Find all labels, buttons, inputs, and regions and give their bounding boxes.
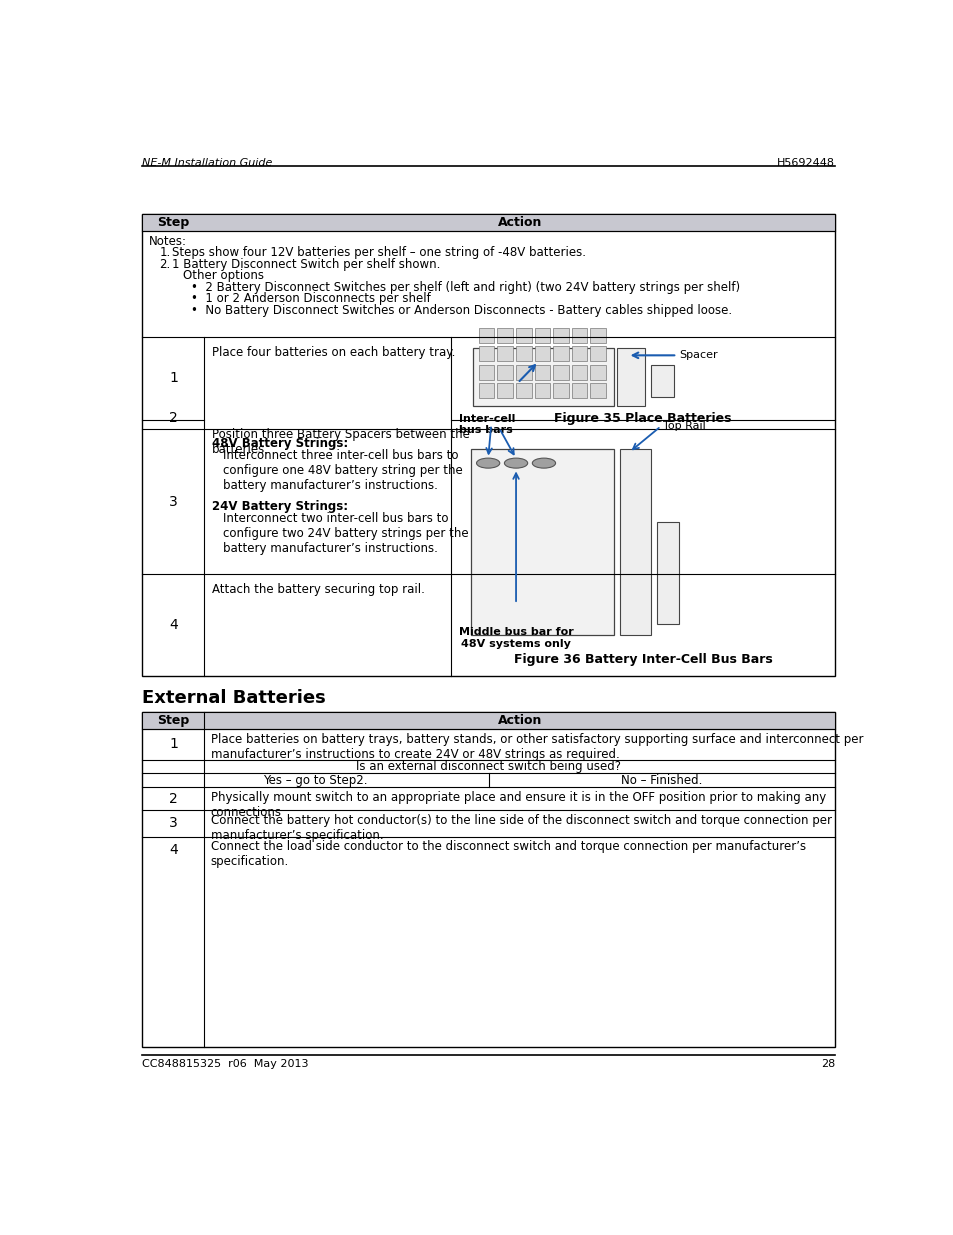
Text: 1: 1	[169, 372, 178, 385]
Text: 48V Battery Strings:: 48V Battery Strings:	[212, 437, 348, 450]
Text: Other options: Other options	[183, 269, 264, 282]
Text: Attach the battery securing top rail.: Attach the battery securing top rail.	[212, 583, 425, 597]
Text: Figure 36 Battery Inter-Cell Bus Bars: Figure 36 Battery Inter-Cell Bus Bars	[514, 652, 772, 666]
Bar	[516, 346, 531, 362]
Bar	[553, 327, 568, 343]
Text: 1.: 1.	[159, 246, 171, 259]
Bar	[590, 346, 605, 362]
Text: •  No Battery Disconnect Switches or Anderson Disconnects - Battery cables shipp: • No Battery Disconnect Switches or Ande…	[191, 304, 731, 316]
Bar	[619, 450, 650, 635]
Text: External Batteries: External Batteries	[142, 689, 326, 706]
Bar	[590, 327, 605, 343]
Bar	[534, 364, 550, 380]
Bar	[590, 383, 605, 399]
Text: 2.: 2.	[159, 258, 171, 270]
Text: Notes:: Notes:	[149, 235, 187, 248]
Text: 1: 1	[169, 737, 178, 751]
Text: 24V Battery Strings:: 24V Battery Strings:	[212, 500, 348, 513]
Bar	[516, 327, 531, 343]
Text: Connect the load side conductor to the disconnect switch and torque connection p: Connect the load side conductor to the d…	[211, 841, 805, 868]
Text: Figure 35 Place Batteries: Figure 35 Place Batteries	[554, 411, 731, 425]
Text: 1 Battery Disconnect Switch per shelf shown.: 1 Battery Disconnect Switch per shelf sh…	[172, 258, 440, 270]
Bar	[497, 383, 513, 399]
Text: •  1 or 2 Anderson Disconnects per shelf: • 1 or 2 Anderson Disconnects per shelf	[191, 293, 430, 305]
Bar	[478, 383, 494, 399]
Bar	[571, 383, 587, 399]
Text: 2: 2	[169, 411, 177, 426]
Bar	[553, 364, 568, 380]
Bar	[650, 364, 674, 396]
Bar	[571, 364, 587, 380]
Text: Inter-cell
bus bars: Inter-cell bus bars	[458, 414, 515, 436]
Text: Step: Step	[157, 216, 190, 228]
Text: Middle bus bar for
48V systems only: Middle bus bar for 48V systems only	[458, 627, 573, 648]
Text: Is an external disconnect switch being used?: Is an external disconnect switch being u…	[356, 760, 620, 773]
Bar	[497, 327, 513, 343]
Text: 4: 4	[169, 619, 177, 632]
Bar	[142, 214, 835, 677]
Bar	[478, 364, 494, 380]
Bar	[534, 346, 550, 362]
Bar	[497, 364, 513, 380]
Text: Action: Action	[497, 714, 541, 727]
Text: Place batteries on battery trays, battery stands, or other satisfactory supporti: Place batteries on battery trays, batter…	[211, 734, 862, 762]
Text: Interconnect three inter-cell bus bars to
configure one 48V battery string per t: Interconnect three inter-cell bus bars t…	[223, 450, 462, 493]
Bar	[590, 364, 605, 380]
Bar	[516, 383, 531, 399]
Ellipse shape	[532, 458, 555, 468]
Bar	[478, 327, 494, 343]
Bar	[617, 347, 644, 406]
Text: Connect the battery hot conductor(s) to the line side of the disconnect switch a: Connect the battery hot conductor(s) to …	[211, 814, 831, 842]
Text: Place four batteries on each battery tray.: Place four batteries on each battery tra…	[212, 346, 456, 359]
Text: Steps show four 12V batteries per shelf – one string of -48V batteries.: Steps show four 12V batteries per shelf …	[172, 246, 585, 259]
Text: •  2 Battery Disconnect Switches per shelf (left and right) (two 24V battery str: • 2 Battery Disconnect Switches per shel…	[191, 280, 739, 294]
Bar	[553, 346, 568, 362]
Text: 3: 3	[169, 495, 177, 509]
Bar	[472, 347, 613, 406]
Text: Interconnect two inter-cell bus bars to
configure two 24V battery strings per th: Interconnect two inter-cell bus bars to …	[223, 513, 468, 556]
Ellipse shape	[504, 458, 527, 468]
Bar	[142, 214, 835, 231]
Ellipse shape	[476, 458, 499, 468]
Text: H5692448: H5692448	[777, 158, 835, 168]
Text: 2: 2	[169, 792, 177, 806]
Bar	[478, 346, 494, 362]
Bar	[516, 364, 531, 380]
Text: Step: Step	[157, 714, 190, 727]
Bar	[657, 522, 679, 624]
Text: 3: 3	[169, 816, 177, 830]
Bar	[497, 346, 513, 362]
Bar	[534, 383, 550, 399]
Bar	[534, 327, 550, 343]
Bar	[571, 327, 587, 343]
Bar	[142, 711, 835, 1047]
Bar	[142, 711, 835, 729]
Text: Action: Action	[497, 216, 541, 228]
Bar	[553, 383, 568, 399]
Text: Spacer: Spacer	[679, 351, 717, 361]
Text: CC848815325  r06  May 2013: CC848815325 r06 May 2013	[142, 1060, 309, 1070]
Text: Top Rail: Top Rail	[661, 421, 704, 431]
Text: 4: 4	[169, 842, 177, 857]
Text: Position three Battery Spacers between the
batteries.: Position three Battery Spacers between t…	[212, 427, 470, 456]
Text: NE-M Installation Guide: NE-M Installation Guide	[142, 158, 273, 168]
Text: Yes – go to Step2.: Yes – go to Step2.	[263, 774, 368, 787]
Bar	[571, 346, 587, 362]
Text: 28: 28	[821, 1060, 835, 1070]
Text: Physically mount switch to an appropriate place and ensure it is in the OFF posi: Physically mount switch to an appropriat…	[211, 792, 825, 819]
Text: No – Finished.: No – Finished.	[620, 774, 702, 787]
Bar	[471, 450, 613, 635]
